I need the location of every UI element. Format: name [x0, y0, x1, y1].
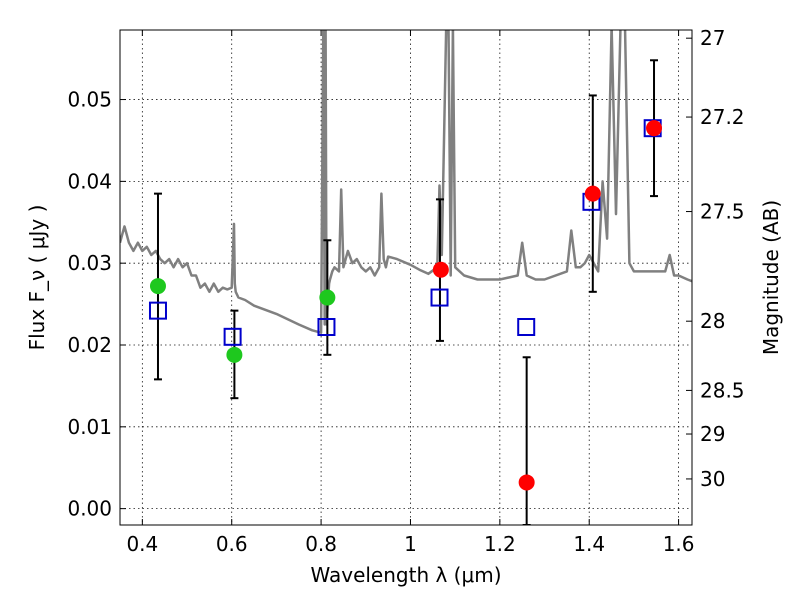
y-tick-label: 0.01: [67, 415, 112, 439]
y-tick-label: 0.02: [67, 333, 112, 357]
detected-flux-point: [226, 346, 243, 363]
axes: 0.4 0.6 0.8 1 1.2 1.4 1.6 0.00 0.01 0.02 0.03 0.04 0…: [67, 26, 744, 556]
model-photometry-square: [148, 301, 167, 320]
plot-area: [120, 30, 692, 525]
model-photometry-square: [223, 327, 242, 346]
detected-flux-point: [149, 278, 166, 295]
y2-tick-label: 27.5: [700, 200, 745, 224]
observed-flux-point: [432, 261, 449, 278]
y2-tick-label: 28.5: [700, 378, 745, 402]
y2-tick-label: 27: [700, 26, 725, 50]
model-photometry-square: [317, 318, 336, 336]
y2-tick-label: 28: [700, 309, 725, 333]
model-spectrum-line: [120, 30, 692, 334]
x-tick-label: 0.6: [216, 532, 248, 556]
plot-frame: [119, 29, 693, 526]
y-tick-label: 0.04: [67, 169, 112, 193]
x-tick-label: 1.2: [484, 532, 516, 556]
observed-flux-point: [584, 185, 601, 202]
x-tick-label: 1: [404, 532, 417, 556]
y-axis-label: Flux F_ν ( μJy ): [25, 205, 49, 351]
x-axis-label: Wavelength λ (μm): [310, 563, 501, 587]
grid-lines: [120, 30, 692, 525]
y2-tick-label: 30: [700, 467, 725, 491]
x-tick-label: 0.8: [305, 532, 337, 556]
x-tick-label: 1.4: [573, 532, 605, 556]
model-photometry-square: [430, 288, 449, 307]
observed-flux-point: [518, 474, 535, 491]
detected-flux-point: [319, 289, 336, 306]
x-tick-label: 1.6: [663, 532, 695, 556]
observed-flux-point: [646, 120, 663, 137]
y-tick-label: 0.05: [67, 88, 112, 112]
y2-tick-label: 29: [700, 422, 725, 446]
y-tick-label: 0.03: [67, 251, 112, 275]
y-tick-label: 0.00: [67, 497, 112, 521]
y2-axis-label: Magnitude (AB): [759, 200, 783, 355]
y2-tick-label: 27.2: [700, 105, 745, 129]
x-tick-label: 0.4: [126, 532, 158, 556]
model-photometry-square: [517, 318, 536, 336]
